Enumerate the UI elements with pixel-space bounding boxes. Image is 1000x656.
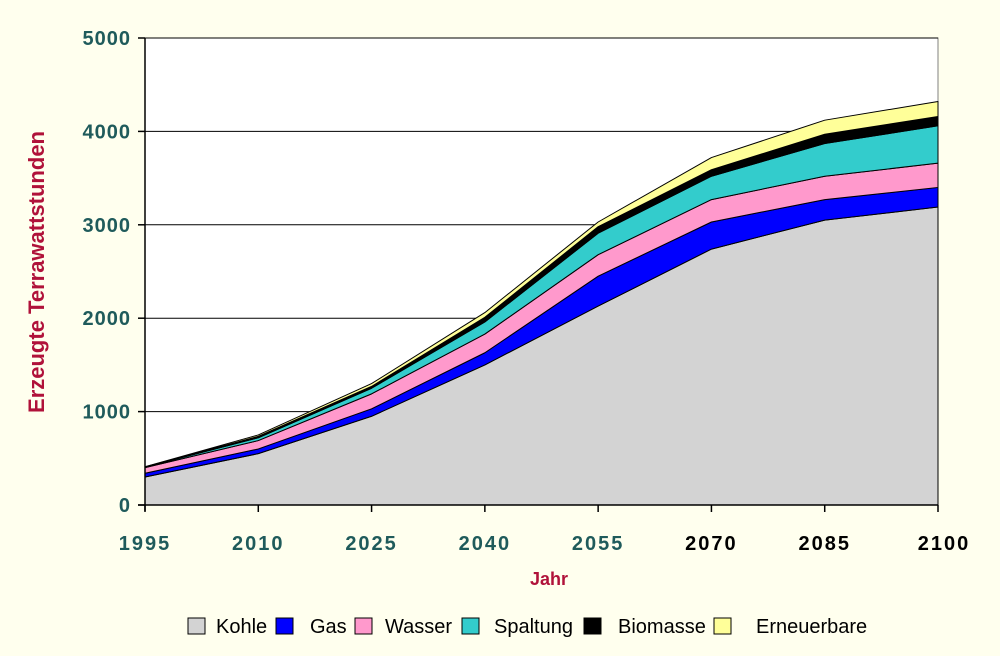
legend-label-kohle: Kohle — [216, 616, 267, 638]
x-tick-label: 1995 — [119, 533, 172, 555]
x-tick-label: 2025 — [345, 533, 398, 555]
legend-label-gas: Gas — [310, 616, 347, 638]
y-tick-labels: 0 1000 2000 3000 4000 5000 — [83, 28, 132, 517]
legend-swatch-erneuerbare — [713, 617, 732, 635]
x-tick-label: 2100 — [918, 533, 971, 555]
y-axis-title: Erzeugte Terrawattstunden — [24, 131, 49, 413]
y-tick-label: 2000 — [83, 308, 132, 330]
y-tick-label: 5000 — [83, 28, 132, 50]
legend: Kohle Gas Wasser Spaltung Biomasse Erneuerbar… — [187, 616, 867, 638]
x-tick-label: 2055 — [572, 533, 625, 555]
legend-swatch-spaltung — [461, 617, 480, 635]
legend-swatch-biomasse — [583, 617, 602, 635]
legend-label-wasser: Wasser — [385, 616, 452, 638]
x-tick-label: 2070 — [685, 533, 738, 555]
legend-swatch-kohle — [187, 617, 206, 635]
y-tick-label: 0 — [119, 495, 131, 517]
axes — [138, 37, 939, 512]
legend-swatch-gas — [275, 617, 294, 635]
x-tick-labels: 1995 2010 2025 2040 2055 2070 2085 2100 — [119, 533, 971, 555]
y-tick-label: 1000 — [83, 402, 132, 424]
y-tick-label: 4000 — [83, 121, 132, 143]
y-tick-label: 3000 — [83, 215, 132, 237]
legend-label-spaltung: Spaltung — [494, 616, 573, 638]
legend-label-biomasse: Biomasse — [618, 616, 706, 638]
x-tick-label: 2010 — [232, 533, 285, 555]
legend-swatch-wasser — [354, 617, 373, 635]
legend-label-erneuerbare: Erneuerbare — [756, 616, 867, 638]
x-tick-label: 2040 — [459, 533, 512, 555]
x-axis-title: Jahr — [530, 569, 568, 589]
area-erneuerbare — [144, 101, 939, 468]
x-tick-label: 2085 — [798, 533, 851, 555]
